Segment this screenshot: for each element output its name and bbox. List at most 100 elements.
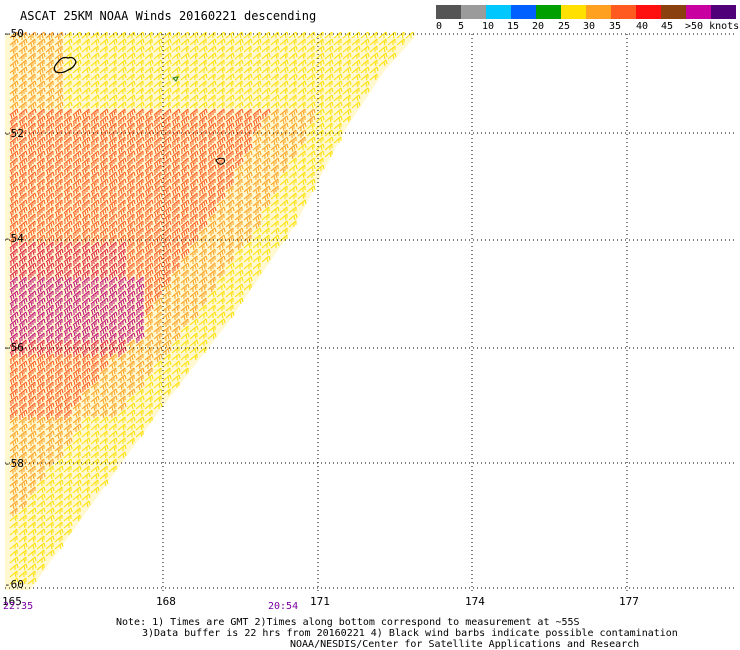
wind-barb <box>27 283 36 295</box>
wind-barb <box>36 430 45 440</box>
wind-barb <box>225 185 234 194</box>
wind-barb <box>9 374 19 386</box>
wind-barb <box>333 45 342 53</box>
wind-barb <box>207 108 216 119</box>
wind-barb <box>81 213 91 225</box>
wind-barb <box>198 339 208 347</box>
wind-barb <box>90 45 99 53</box>
wind-barb <box>54 129 63 140</box>
wind-barb <box>180 87 189 95</box>
wind-barb <box>9 444 19 454</box>
wind-barb <box>162 283 172 293</box>
wind-barb <box>342 94 351 102</box>
wind-barb <box>45 465 54 473</box>
wind-barb <box>135 234 144 246</box>
wind-barb <box>9 101 19 110</box>
wind-barb <box>171 241 180 252</box>
wind-barb <box>99 262 108 274</box>
contaminated-barb <box>171 76 179 82</box>
wind-barb <box>216 192 226 203</box>
wind-barb <box>288 101 297 109</box>
wind-barb <box>36 528 46 536</box>
wind-barb <box>135 80 144 88</box>
wind-barb <box>207 150 217 161</box>
wind-barb <box>36 304 46 316</box>
wind-barb <box>234 52 243 60</box>
wind-barb <box>144 360 153 369</box>
wind-barb <box>189 241 199 251</box>
wind-barb <box>306 150 316 158</box>
wind-barb <box>18 115 28 127</box>
wind-barb <box>324 80 333 88</box>
legend-swatch <box>561 5 586 19</box>
wind-barb <box>297 192 306 200</box>
wind-barb <box>225 108 234 119</box>
wind-barb <box>18 339 27 351</box>
wind-barb <box>36 192 46 203</box>
wind-barb <box>72 318 82 330</box>
wind-barb <box>252 52 261 60</box>
wind-barb <box>135 283 145 294</box>
wind-barb <box>243 269 253 277</box>
wind-barb <box>36 234 46 246</box>
wind-barb <box>144 171 154 183</box>
wind-barb <box>63 276 72 288</box>
wind-barb <box>18 367 27 378</box>
wind-barb <box>63 381 73 392</box>
wind-barb <box>63 108 72 119</box>
wind-barb <box>63 353 72 364</box>
wind-barb <box>180 143 189 154</box>
wind-barb <box>54 192 63 203</box>
wind-barb <box>153 297 163 306</box>
wind-barb <box>243 108 252 120</box>
wind-barb <box>315 115 325 123</box>
wind-barb <box>234 94 244 102</box>
wind-barb <box>189 178 199 190</box>
wind-barb <box>36 136 46 147</box>
wind-barb <box>324 87 334 95</box>
wind-barb <box>171 283 180 293</box>
wind-barb <box>306 59 315 67</box>
wind-barb <box>36 73 46 83</box>
wind-barb <box>207 66 216 74</box>
wind-barb <box>18 87 27 96</box>
wind-barb <box>270 45 280 53</box>
wind-barb <box>54 255 63 266</box>
wind-barb <box>27 199 36 211</box>
wind-barb <box>108 248 117 259</box>
wind-barb <box>189 52 198 60</box>
wind-barb <box>369 73 378 81</box>
wind-barb <box>279 87 288 95</box>
wind-barb <box>63 521 73 529</box>
wind-barb <box>27 486 36 495</box>
wind-barb <box>162 360 172 368</box>
wind-barb <box>144 416 153 424</box>
wind-barb <box>63 388 73 400</box>
legend-label: 20 <box>532 21 545 32</box>
wind-barb <box>90 374 100 386</box>
wind-barb <box>207 332 217 340</box>
wind-barb <box>135 255 144 266</box>
wind-barb <box>54 283 63 294</box>
wind-barb <box>162 94 171 102</box>
wind-barb <box>216 276 225 284</box>
wind-barb <box>144 150 153 161</box>
wind-barb <box>324 45 334 53</box>
legend-swatch <box>461 5 486 19</box>
wind-barb <box>225 199 235 209</box>
wind-barb <box>63 514 72 522</box>
wind-barb <box>90 402 100 412</box>
wind-barb <box>225 311 235 319</box>
wind-barb <box>72 416 81 425</box>
wind-barb <box>72 206 82 218</box>
wind-barb <box>90 297 100 308</box>
wind-barb <box>9 570 18 578</box>
wind-barb <box>108 199 117 211</box>
wind-barb <box>54 262 64 274</box>
wind-barb <box>144 136 154 148</box>
wind-barb <box>45 143 55 155</box>
wind-barb <box>144 318 153 327</box>
wind-barb <box>207 311 217 319</box>
wind-barb <box>99 297 109 308</box>
wind-barb <box>27 31 37 40</box>
